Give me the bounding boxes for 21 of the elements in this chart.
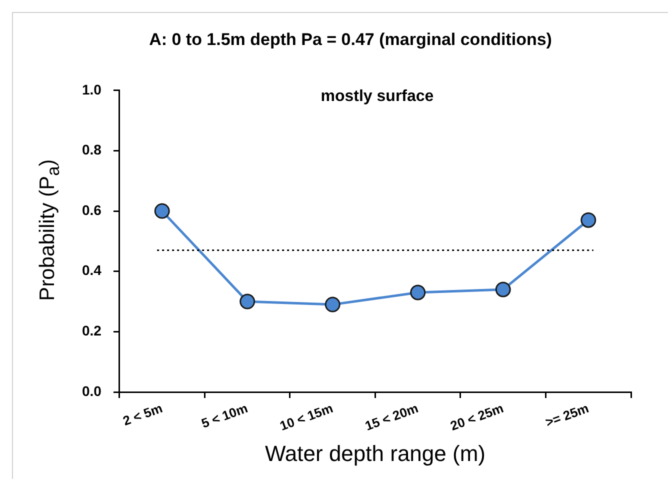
point — [495, 282, 511, 298]
annotation: mostly surface — [320, 88, 434, 105]
point — [240, 294, 256, 310]
y-tick-label: 0.6 — [82, 202, 102, 218]
y-tick-label: 1.0 — [82, 81, 102, 98]
point — [154, 203, 170, 219]
x-tick-label: >= 25m — [543, 400, 591, 430]
y-tick-label: 0.0 — [82, 382, 102, 399]
chart-title: A: 0 to 1.5m depth Pa = 0.47 (marginal conditions) — [149, 30, 552, 49]
x-tick-label: 10 < 15m — [278, 400, 335, 434]
point — [410, 284, 426, 300]
point — [324, 296, 340, 312]
x-tick-label: 15 < 20m — [363, 400, 420, 434]
x-axis-title: Water depth range (m) — [264, 440, 486, 466]
x-tick-label: 20 < 25m — [448, 400, 506, 434]
y-tick-label: 0.4 — [82, 262, 102, 278]
x-tick-label: 2 < 5m — [120, 400, 164, 428]
point — [580, 212, 596, 228]
y-tick-label: 0.2 — [82, 322, 102, 339]
x-tick-label: 5 < 10m — [199, 400, 250, 431]
y-tick-label: 0.8 — [82, 142, 102, 158]
